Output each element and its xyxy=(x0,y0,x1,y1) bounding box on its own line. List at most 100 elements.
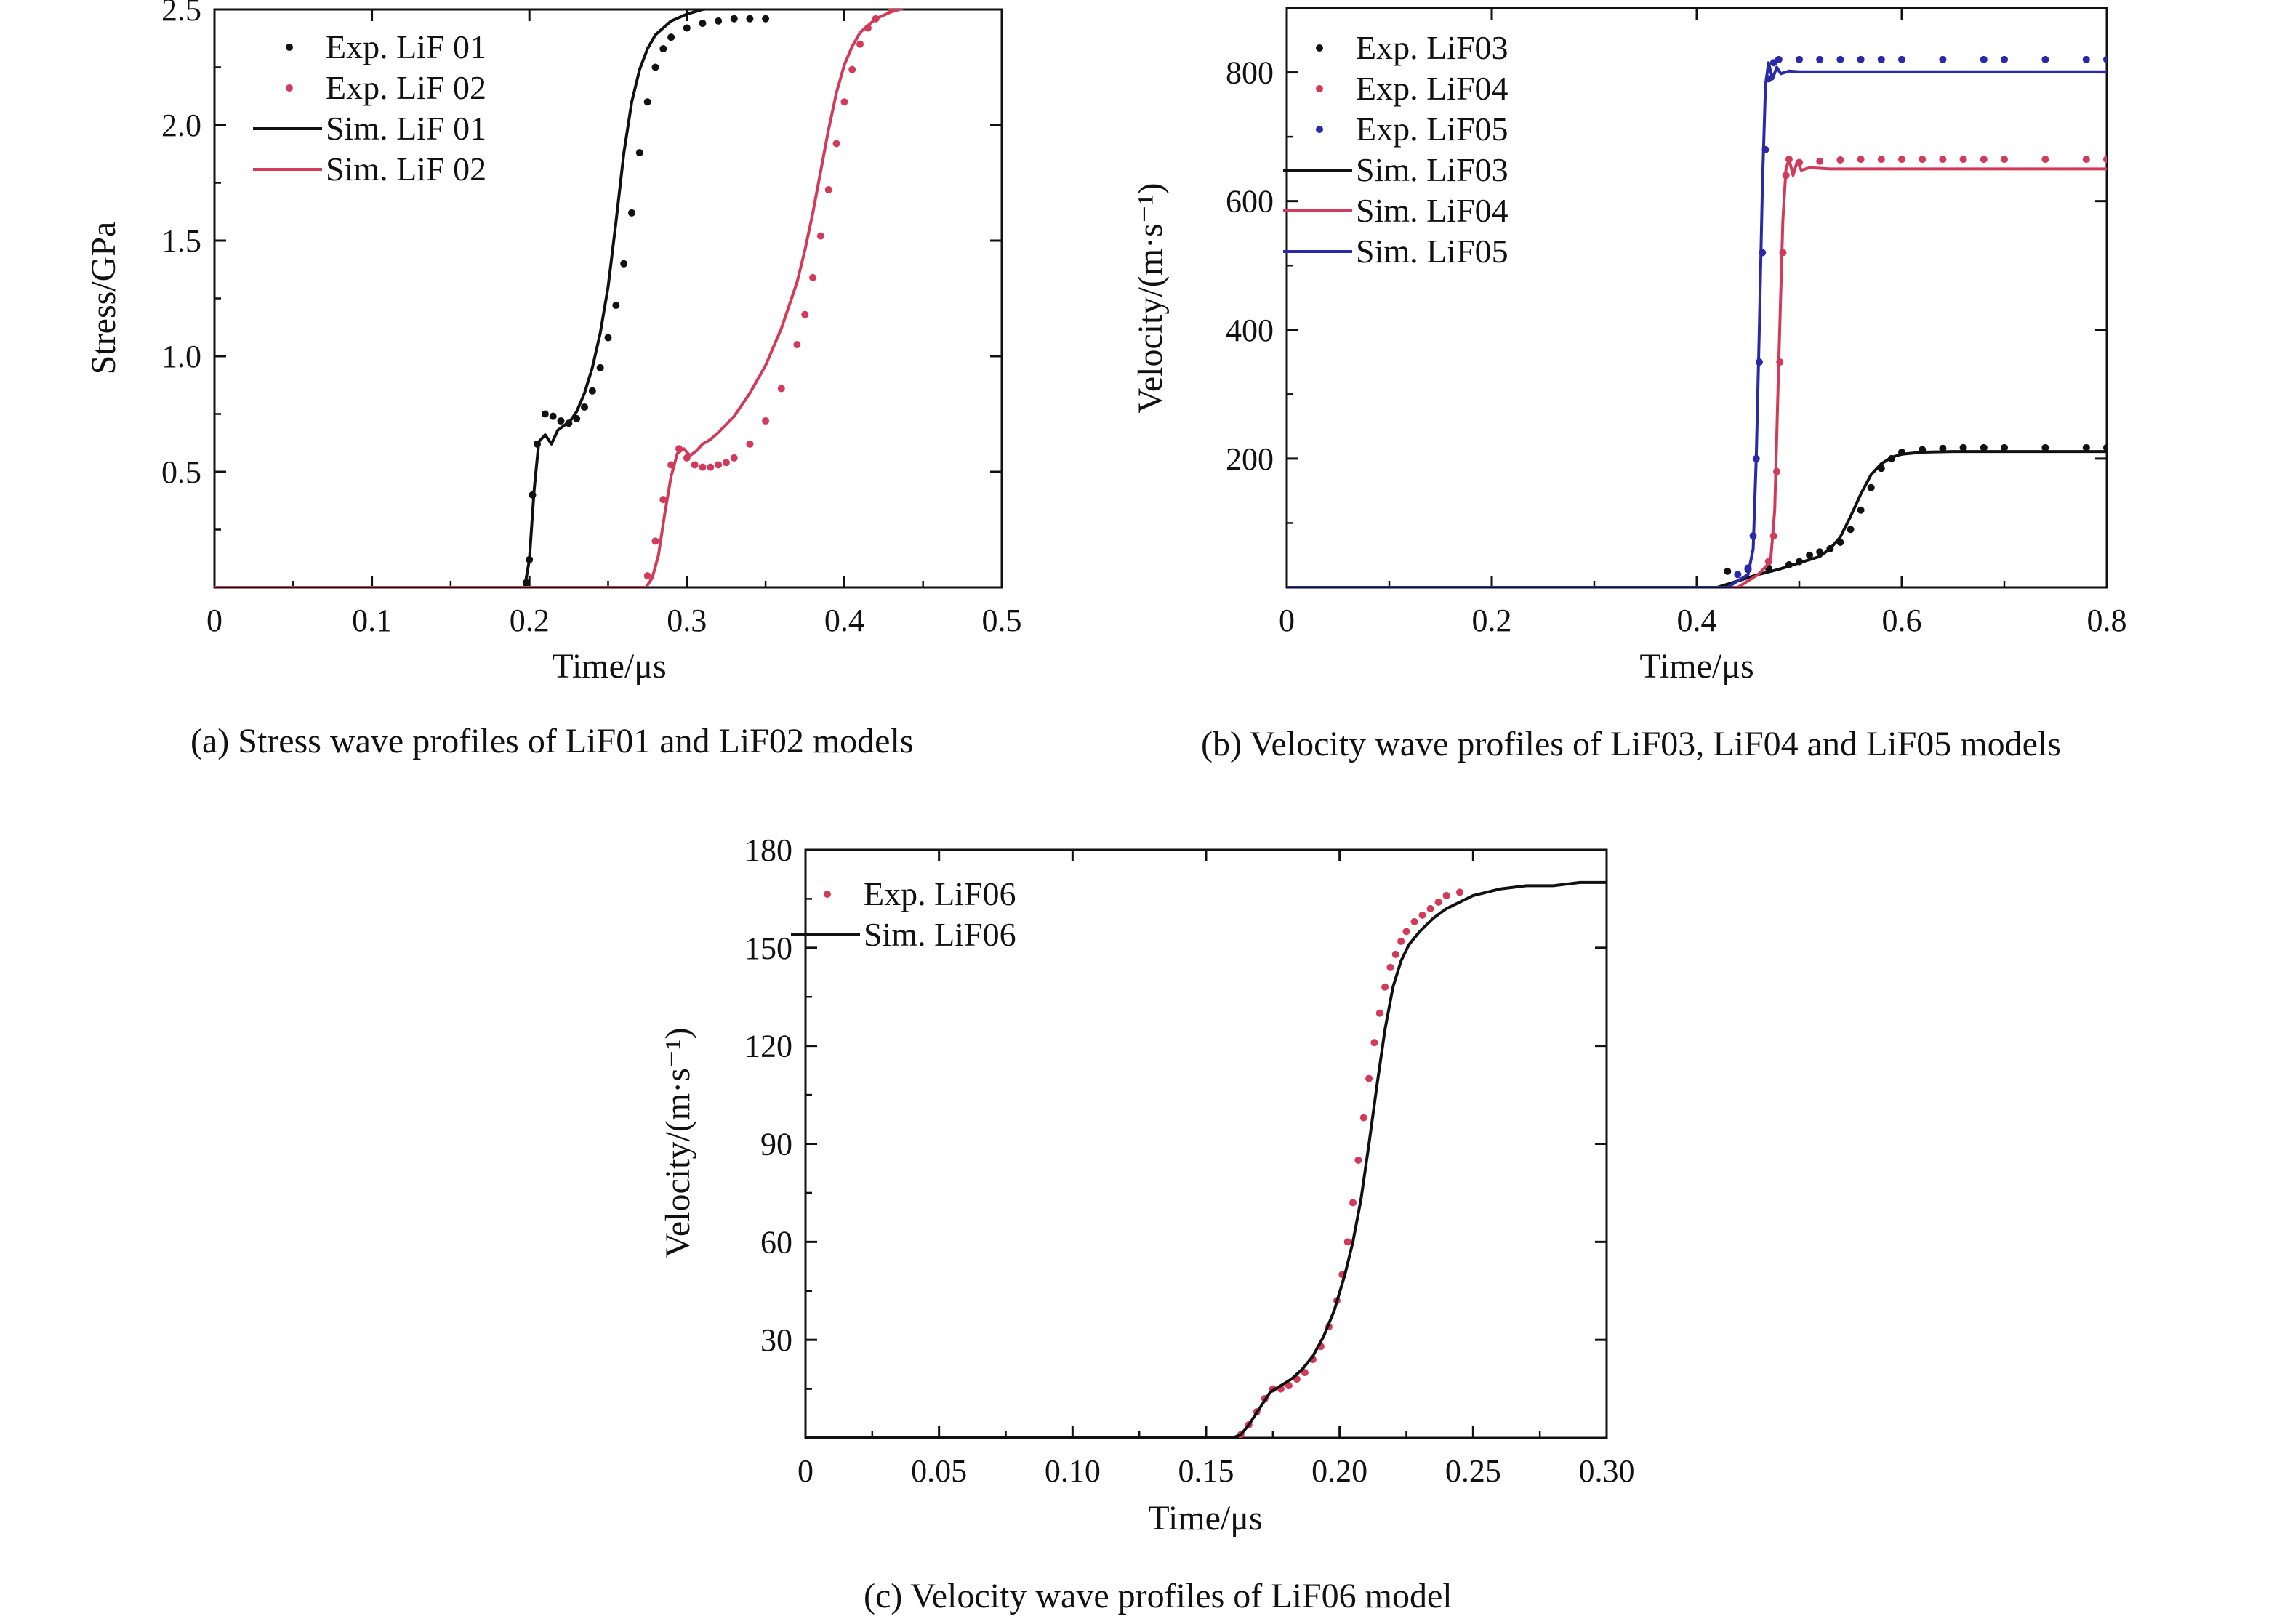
data-point xyxy=(1455,888,1463,896)
y-tick-label: 400 xyxy=(1226,313,1274,348)
chart-a: 0 0.1 0.2 0.3 0.4 0.5 0.5 1.0 1.5 2.0 2.5 Time/μs St… xyxy=(84,0,1022,686)
y-tick-label: 90 xyxy=(760,1127,792,1162)
data-point xyxy=(1806,551,1814,559)
y-tick-label: 1.5 xyxy=(161,223,201,259)
data-point xyxy=(1301,1369,1309,1377)
legend-label: Sim. LiF06 xyxy=(864,916,1016,953)
caption-c: (c) Velocity wave profiles of LiF06 mode… xyxy=(864,1577,1453,1615)
data-point xyxy=(715,461,723,469)
data-point xyxy=(1285,1382,1293,1390)
data-point xyxy=(659,45,667,53)
y-tick-label: 120 xyxy=(744,1029,792,1064)
data-point xyxy=(651,537,659,545)
data-point xyxy=(2082,443,2090,451)
data-point xyxy=(2103,156,2107,164)
data-point xyxy=(1857,506,1865,514)
data-point xyxy=(1959,443,1967,451)
data-point xyxy=(541,410,549,418)
legend-label: Exp. LiF04 xyxy=(1356,70,1508,107)
data-point xyxy=(2103,55,2107,63)
data-point xyxy=(746,440,754,448)
x-tick-label: 0.15 xyxy=(1178,1453,1234,1489)
legend-label: Sim. LiF 01 xyxy=(326,110,486,147)
x-tick-label: 0.05 xyxy=(911,1453,967,1489)
data-point xyxy=(1775,55,1783,63)
x-axis-title: Time/μs xyxy=(552,647,666,686)
x-tick-label: 0.10 xyxy=(1045,1453,1101,1489)
data-point xyxy=(1877,156,1885,164)
data-point xyxy=(1365,1074,1373,1082)
data-point xyxy=(856,40,864,48)
data-point xyxy=(1847,526,1855,534)
data-point xyxy=(549,412,557,420)
x-tick-label: 0 xyxy=(1279,603,1295,638)
data-point xyxy=(1442,891,1450,899)
data-point xyxy=(635,149,643,157)
data-point xyxy=(1898,156,1905,164)
data-point xyxy=(1959,156,1967,164)
x-tick-label: 0 xyxy=(206,603,222,638)
data-point xyxy=(1354,1156,1362,1164)
data-point xyxy=(1980,443,1988,451)
legend-label: Sim. LiF 02 xyxy=(326,150,486,188)
data-point xyxy=(683,24,691,32)
series-line xyxy=(1287,61,2107,587)
data-point xyxy=(1796,55,1803,63)
data-point xyxy=(1724,567,1732,575)
data-point xyxy=(2041,443,2049,451)
data-point xyxy=(1939,55,1947,63)
y-tick-label: 800 xyxy=(1226,55,1274,91)
data-point xyxy=(2001,156,2008,164)
data-point xyxy=(730,454,738,462)
series-line xyxy=(214,9,905,587)
y-axis-title: Velocity/(m·s⁻¹) xyxy=(659,1028,697,1258)
data-point xyxy=(1397,937,1405,945)
legend-label: Sim. LiF03 xyxy=(1356,151,1508,188)
data-point xyxy=(832,140,840,148)
data-point xyxy=(746,15,754,23)
x-tick-label: 0.3 xyxy=(667,603,707,638)
legend-label: Sim. LiF04 xyxy=(1356,192,1508,229)
x-tick-label: 0.2 xyxy=(510,603,550,638)
data-point xyxy=(1386,963,1394,971)
series-line xyxy=(1287,158,2107,587)
data-point xyxy=(699,20,707,28)
data-point xyxy=(699,463,707,471)
data-point xyxy=(1370,1039,1378,1047)
data-point xyxy=(1939,156,1947,164)
data-point xyxy=(1836,156,1844,164)
y-axis-title: Stress/GPa xyxy=(84,222,123,375)
legend-dot-marker xyxy=(824,891,831,898)
chart-b: 0 0.2 0.4 0.6 0.8 200 400 600 800 Time/μs Velocity… xyxy=(1131,7,2127,686)
data-point xyxy=(620,260,628,268)
data-point xyxy=(2082,55,2090,63)
data-point xyxy=(801,310,809,318)
data-point xyxy=(588,387,596,395)
data-point xyxy=(2041,55,2049,63)
data-point xyxy=(659,496,667,504)
x-tick-label: 0.1 xyxy=(352,603,392,638)
legend-dot-marker xyxy=(1316,85,1323,92)
data-point xyxy=(1919,156,1927,164)
data-point xyxy=(722,459,730,467)
data-point xyxy=(2103,443,2107,451)
plot-area-c xyxy=(805,880,1607,1438)
y-tick-label: 30 xyxy=(760,1322,792,1358)
data-point xyxy=(824,186,832,194)
legend-label: Exp. LiF 02 xyxy=(326,69,486,106)
data-point xyxy=(2041,156,2049,164)
legend-label: Sim. LiF05 xyxy=(1356,233,1508,270)
data-point xyxy=(612,302,620,310)
x-tick-label: 0.30 xyxy=(1579,1453,1635,1489)
data-point xyxy=(557,417,565,425)
x-tick-label: 0.2 xyxy=(1472,603,1512,638)
caption-a: (a) Stress wave profiles of LiF01 and Li… xyxy=(190,722,914,760)
plot-area-a xyxy=(214,9,905,587)
series-line xyxy=(805,880,1607,1438)
chart-c: 0 0.05 0.10 0.15 0.20 0.25 0.30 30 60 90 120 150 180… xyxy=(659,832,1635,1537)
data-point xyxy=(762,417,770,425)
data-point xyxy=(604,334,612,342)
data-point xyxy=(762,15,770,23)
legend-dot-marker xyxy=(286,84,293,92)
